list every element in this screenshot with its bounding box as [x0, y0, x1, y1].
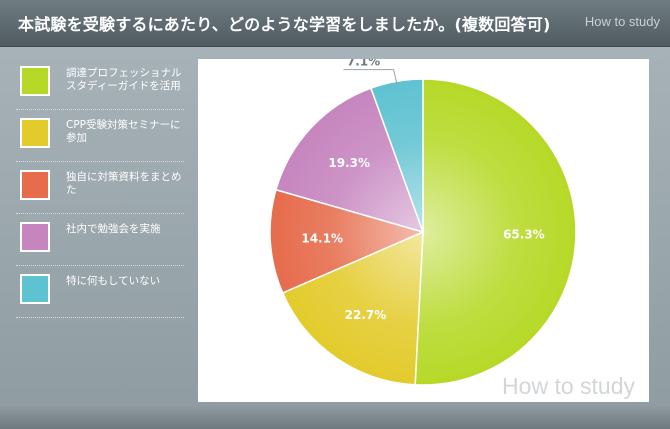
- leader-line: [343, 69, 398, 86]
- legend-item: 社内で勉強会を実施: [16, 214, 184, 266]
- legend-swatch: [20, 222, 50, 252]
- legend-item: 特に何もしていない: [16, 266, 184, 318]
- legend-label: 独自に対策資料をまとめた: [66, 171, 182, 196]
- data-label: 7.1%: [347, 59, 380, 69]
- legend-swatch: [20, 66, 50, 96]
- legend: 調達プロフェッショナルスタディーガイドを活用 CPP受験対策セミナーに参加 独自…: [16, 58, 184, 318]
- legend-item: CPP受験対策セミナーに参加: [16, 110, 184, 162]
- plot-area: 65.3% 22.7% 14.1% 19.3% 7.1% How to study: [198, 59, 649, 402]
- watermark-text: How to study: [502, 373, 635, 399]
- legend-item: 独自に対策資料をまとめた: [16, 162, 184, 214]
- data-label: 22.7%: [345, 308, 387, 322]
- legend-label: 特に何もしていない: [66, 275, 161, 287]
- legend-swatch: [20, 274, 50, 304]
- legend-label: 社内で勉強会を実施: [66, 223, 161, 235]
- legend-label: 調達プロフェッショナルスタディーガイドを活用: [66, 67, 182, 92]
- pie-chart: 65.3% 22.7% 14.1% 19.3% 7.1%: [269, 59, 577, 386]
- legend-label: CPP受験対策セミナーに参加: [66, 119, 181, 144]
- legend-swatch: [20, 170, 50, 200]
- data-label: 14.1%: [301, 232, 343, 246]
- header-bar: 本試験を受験するにあたり、どのような学習をしましたか。(複数回答可) How t…: [0, 0, 670, 47]
- data-label: 19.3%: [328, 156, 370, 170]
- pie-slice: [414, 78, 577, 386]
- brand-text: How to study: [584, 14, 660, 29]
- footer-bar: [0, 407, 670, 429]
- chart-title: 本試験を受験するにあたり、どのような学習をしましたか。(複数回答可): [18, 15, 551, 34]
- data-label: 65.3%: [503, 228, 545, 242]
- legend-swatch: [20, 118, 50, 148]
- legend-item: 調達プロフェッショナルスタディーガイドを活用: [16, 58, 184, 110]
